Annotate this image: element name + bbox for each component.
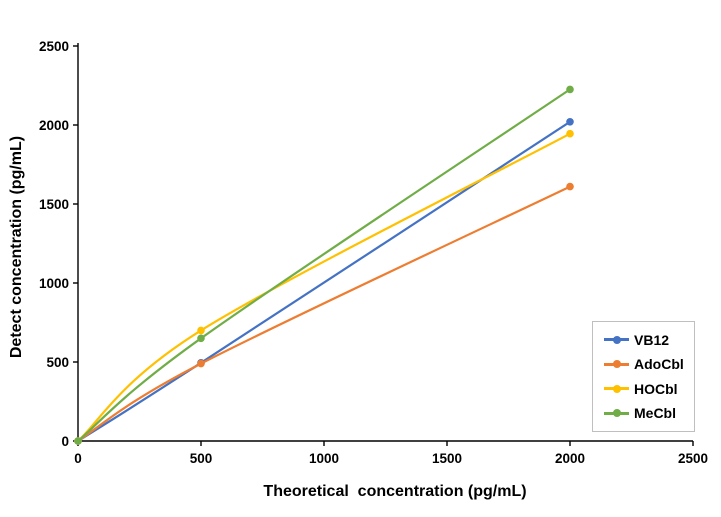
x-tick-label: 1500 — [432, 451, 462, 466]
legend-marker-mecbl — [604, 409, 629, 418]
y-tick-label: 500 — [46, 355, 69, 370]
data-point-vb12 — [566, 118, 574, 126]
x-axis-title: Theoretical concentration (pg/mL) — [263, 483, 527, 500]
x-tick-label: 2000 — [555, 451, 585, 466]
legend-marker-adocbl — [604, 360, 629, 369]
y-tick-label: 1000 — [39, 276, 69, 291]
data-point-hocbl — [197, 326, 205, 335]
legend-marker-hocbl — [604, 384, 629, 393]
legend-label-vb12: VB12 — [634, 331, 670, 348]
legend-label-mecbl: MeCbl — [634, 405, 676, 422]
legend-item-hocbl: HOCbl — [604, 382, 694, 396]
series-line-hocbl — [76, 132, 572, 443]
y-tick-label: 0 — [61, 434, 69, 449]
y-tick-label: 2000 — [39, 118, 69, 133]
legend-item-mecbl: MeCbl — [604, 406, 694, 420]
x-tick-label: 2500 — [678, 451, 708, 466]
legend-label-hocbl: HOCbl — [634, 380, 678, 397]
y-tick-label: 1500 — [39, 197, 69, 212]
x-tick-label: 0 — [74, 451, 82, 466]
data-point-adocbl — [566, 182, 574, 191]
data-point-hocbl — [566, 129, 574, 138]
legend-item-adocbl: AdoCbl — [604, 357, 694, 371]
y-axis-title: Detect concentration (pg/mL) — [8, 135, 25, 359]
legend-label-adocbl: AdoCbl — [634, 356, 684, 373]
data-point-mecbl — [74, 437, 82, 445]
x-tick-label: 500 — [190, 451, 213, 466]
data-point-mecbl — [197, 334, 205, 343]
data-point-adocbl — [197, 359, 205, 368]
series-line-vb12 — [76, 120, 572, 443]
series-line-mecbl — [76, 88, 572, 443]
legend: VB12 AdoCbl HOCbl MeCbl — [592, 321, 695, 432]
legend-item-vb12: VB12 — [604, 333, 694, 347]
x-tick-label: 1000 — [309, 451, 339, 466]
series-line-adocbl — [76, 185, 572, 443]
y-tick-label: 2500 — [39, 39, 69, 54]
data-point-mecbl — [566, 85, 574, 94]
legend-marker-vb12 — [604, 335, 629, 344]
